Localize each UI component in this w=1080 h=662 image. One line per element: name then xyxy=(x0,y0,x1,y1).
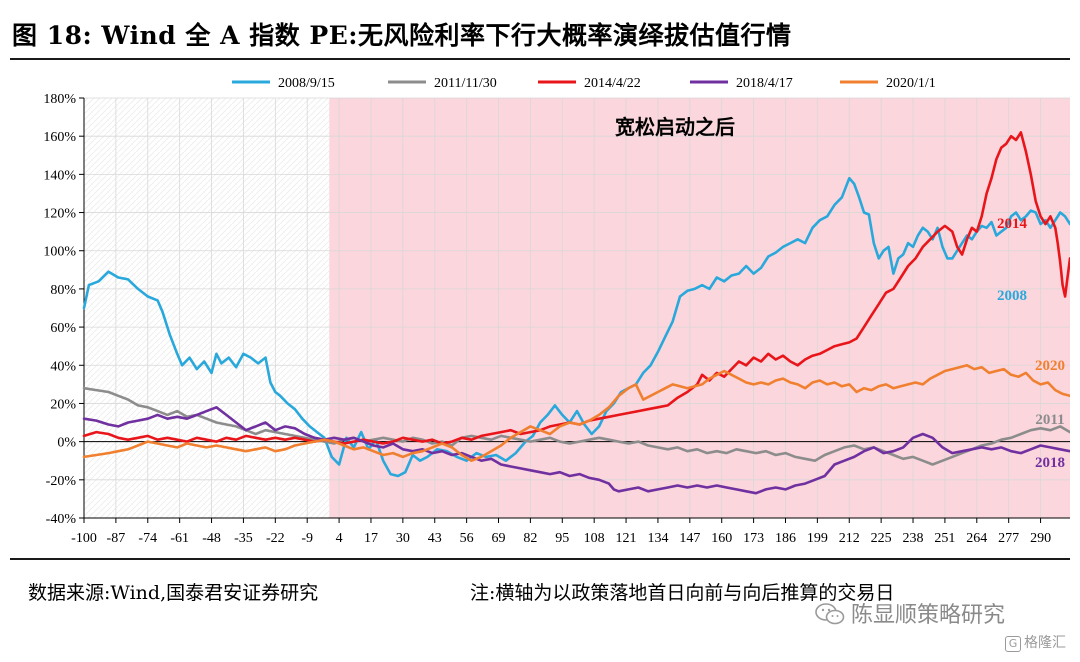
x-tick-label: -9 xyxy=(301,531,313,546)
x-tick-label: 238 xyxy=(903,531,924,546)
series-line-2011-11-30 xyxy=(82,386,1070,466)
source-note: 数据来源:Wind,国泰君安证券研究 xyxy=(28,582,319,604)
y-tick-label: 60% xyxy=(50,321,76,336)
title-divider xyxy=(10,58,1070,60)
legend-label: 2018/4/17 xyxy=(736,76,793,91)
pe-line-chart: -40% -20% 0% 20% 40% 60% 80% 100% 120% 140% 160% 18… xyxy=(43,76,1070,546)
chart-container: -40% -20% 0% 20% 40% 60% 80% 100% 120% 140% 160% 18… xyxy=(10,62,1070,560)
x-tick-label: 173 xyxy=(743,531,764,546)
y-tick-label: -40% xyxy=(46,512,77,527)
series-line-2020-1-1 xyxy=(82,364,1070,462)
x-tick-label: 186 xyxy=(775,531,796,546)
legend-label: 2020/1/1 xyxy=(886,76,936,91)
x-tick-label: 43 xyxy=(428,531,442,546)
y-tick-label: 100% xyxy=(43,245,76,260)
pre-policy-background xyxy=(84,98,330,518)
x-tick-label: -100 xyxy=(71,531,97,546)
x-tick-label: 147 xyxy=(679,531,700,546)
legend-label: 2014/4/22 xyxy=(584,76,641,91)
y-tick-label: 20% xyxy=(50,397,76,412)
badge-text: 格隆汇 xyxy=(1024,635,1066,651)
x-tick-label: -87 xyxy=(107,531,126,546)
legend-label: 2011/11/30 xyxy=(434,76,497,91)
x-tick-label: 4 xyxy=(336,531,343,546)
y-tick-label: 140% xyxy=(43,168,76,183)
series-end-label: 2011 xyxy=(1035,412,1064,428)
y-tick-label: 160% xyxy=(43,130,76,145)
x-tick-label: 290 xyxy=(1030,531,1051,546)
y-tick-label: 180% xyxy=(43,92,76,107)
series-end-label: 2020 xyxy=(1035,358,1065,374)
wechat-icon xyxy=(815,603,845,625)
x-tick-label: 95 xyxy=(555,531,569,546)
watermark-text: 陈显顺策略研究 xyxy=(851,603,1006,628)
y-tick-label: 80% xyxy=(50,283,76,298)
x-tick-label: 121 xyxy=(616,531,637,546)
x-tick-label: 56 xyxy=(460,531,474,546)
source-badge: G 格隆汇 xyxy=(1005,632,1066,652)
y-tick-label: 0% xyxy=(57,436,76,451)
x-tick-label: 212 xyxy=(839,531,860,546)
x-tick-label: 199 xyxy=(807,531,828,546)
x-tick-label: 277 xyxy=(998,531,1019,546)
x-tick-label: 17 xyxy=(364,531,378,546)
y-tick-label: 120% xyxy=(43,207,76,222)
x-tick-label: 251 xyxy=(934,531,955,546)
series-end-label: 2008 xyxy=(997,288,1027,304)
series-line-2018-4-17 xyxy=(82,406,1070,495)
x-tick-label: 225 xyxy=(871,531,892,546)
x-tick-label: -74 xyxy=(138,531,157,546)
x-tick-label: -35 xyxy=(234,531,253,546)
x-tick-label: 82 xyxy=(523,531,537,546)
x-tick-label: 69 xyxy=(492,531,506,546)
x-tick-label: 134 xyxy=(647,531,668,546)
series-end-label: 2014 xyxy=(997,216,1028,232)
figure-title: 图 18: Wind 全 A 指数 PE:无风险利率下行大概率演绎拔估值行情 xyxy=(12,21,792,50)
x-tick-label: 30 xyxy=(396,531,410,546)
x-tick-label: 264 xyxy=(966,531,987,546)
x-tick-label: 160 xyxy=(711,531,732,546)
shaded-region-label: 宽松启动之后 xyxy=(615,115,735,139)
y-tick-label: -20% xyxy=(46,474,77,489)
legend-label: 2008/9/15 xyxy=(278,76,335,91)
series-line-2008-9-15 xyxy=(82,176,1070,478)
axis-note: 注:横轴为以政策落地首日向前与向后推算的交易日 xyxy=(470,582,895,604)
x-tick-label: 108 xyxy=(584,531,605,546)
x-tick-label: -48 xyxy=(202,531,221,546)
x-tick-label: -61 xyxy=(170,531,189,546)
gelonghui-logo-icon: G xyxy=(1005,636,1021,652)
series-end-label: 2018 xyxy=(1035,455,1065,471)
y-tick-label: 40% xyxy=(50,359,76,374)
x-tick-label: -22 xyxy=(266,531,285,546)
wechat-watermark: 陈显顺策略研究 xyxy=(815,597,1005,629)
